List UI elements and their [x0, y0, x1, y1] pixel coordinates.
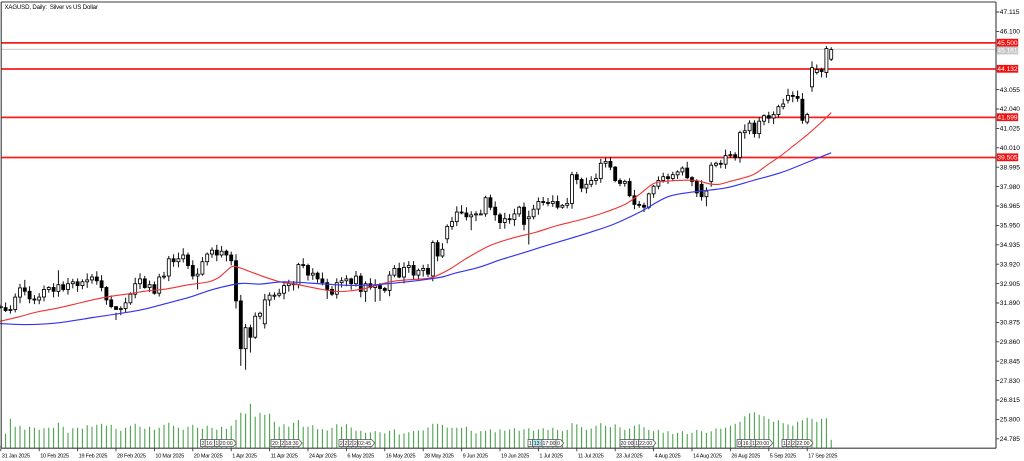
svg-text:14 Aug 2025: 14 Aug 2025	[693, 453, 722, 459]
svg-text:27.830: 27.830	[1000, 378, 1021, 385]
svg-text:20:: 20:	[272, 441, 279, 447]
svg-text:30.875: 30.875	[1000, 320, 1021, 327]
svg-text:2: 2	[201, 441, 204, 447]
svg-text:45.161: 45.161	[997, 48, 1018, 55]
svg-text:17 Sep 2025: 17 Sep 2025	[808, 453, 837, 459]
svg-text:2: 2	[349, 441, 352, 447]
svg-text:2: 2	[340, 441, 343, 447]
svg-text:16 May 2025: 16 May 2025	[386, 453, 416, 459]
svg-text:38.995: 38.995	[1000, 164, 1021, 171]
svg-text:0: 0	[738, 441, 741, 447]
svg-text:2: 2	[354, 441, 357, 447]
svg-text:28 Feb 2025: 28 Feb 2025	[117, 453, 146, 459]
svg-text:18:30: 18:30	[286, 441, 299, 447]
svg-text:33.920: 33.920	[1000, 261, 1021, 268]
svg-text:34.935: 34.935	[1000, 242, 1021, 249]
svg-text:16:: 16:	[743, 441, 750, 447]
svg-text:40.010: 40.010	[1000, 145, 1021, 152]
svg-text:1 Apr 2025: 1 Apr 2025	[232, 453, 257, 459]
svg-text:2: 2	[345, 441, 348, 447]
svg-text:36.965: 36.965	[1000, 203, 1021, 210]
svg-text:23 Jul 2025: 23 Jul 2025	[616, 453, 642, 459]
svg-text:5 Sep 2025: 5 Sep 2025	[770, 453, 796, 459]
svg-text:02:45: 02:45	[358, 441, 371, 447]
svg-text:25.800: 25.800	[1000, 417, 1021, 424]
svg-text:22:00: 22:00	[797, 441, 810, 447]
svg-text:28 May 2025: 28 May 2025	[424, 453, 454, 459]
svg-text:43.055: 43.055	[1000, 87, 1021, 94]
svg-text:XAGUSD, Daily: Silver vs US D: XAGUSD, Daily: Silver vs US Dollar	[5, 4, 98, 11]
svg-text:2: 2	[281, 441, 284, 447]
svg-text:0: 0	[557, 441, 560, 447]
svg-text:46.100: 46.100	[1000, 29, 1021, 36]
svg-text:42.040: 42.040	[1000, 106, 1021, 113]
svg-text:17:00: 17:00	[543, 441, 556, 447]
svg-text:26 Aug 2025: 26 Aug 2025	[731, 453, 760, 459]
svg-text:35.950: 35.950	[1000, 223, 1021, 230]
svg-text:22:00: 22:00	[639, 441, 652, 447]
svg-text:41.599: 41.599	[997, 114, 1018, 121]
svg-text:45.500: 45.500	[997, 40, 1018, 47]
svg-text:37.980: 37.980	[1000, 184, 1021, 191]
svg-text:24 Apr 2025: 24 Apr 2025	[309, 453, 337, 459]
svg-text:2: 2	[788, 441, 791, 447]
svg-text:6 May 2025: 6 May 2025	[347, 453, 374, 459]
svg-text:26.815: 26.815	[1000, 397, 1021, 404]
svg-text:19 Jun 2025: 19 Jun 2025	[501, 453, 529, 459]
svg-text:19 Feb 2025: 19 Feb 2025	[79, 453, 108, 459]
svg-text:4 Aug 2025: 4 Aug 2025	[655, 453, 681, 459]
svg-text:32.905: 32.905	[1000, 281, 1021, 288]
svg-text:11 Apr 2025: 11 Apr 2025	[271, 453, 298, 459]
svg-text:11 Jul 2025: 11 Jul 2025	[578, 453, 604, 459]
svg-text:39.505: 39.505	[997, 155, 1018, 162]
svg-text:10 Feb 2025: 10 Feb 2025	[40, 453, 69, 459]
svg-text:20:00: 20:00	[756, 441, 769, 447]
svg-text:1: 1	[752, 441, 755, 447]
svg-text:13:: 13:	[534, 441, 541, 447]
svg-text:2: 2	[792, 441, 795, 447]
svg-text:10 Mar 2025: 10 Mar 2025	[155, 453, 184, 459]
svg-text:28.845: 28.845	[1000, 358, 1021, 365]
svg-text:31.890: 31.890	[1000, 300, 1021, 307]
svg-text:41.025: 41.025	[1000, 126, 1021, 133]
svg-text:1 Jul 2025: 1 Jul 2025	[539, 453, 563, 459]
svg-text:1: 1	[635, 441, 638, 447]
svg-text:29.860: 29.860	[1000, 339, 1021, 346]
svg-text:1: 1	[529, 441, 532, 447]
svg-text:20:00: 20:00	[220, 441, 233, 447]
svg-text:16:: 16:	[206, 441, 213, 447]
svg-text:31 Jan 2025: 31 Jan 2025	[2, 453, 30, 459]
svg-text:1: 1	[783, 441, 786, 447]
svg-text:9 Jun 2025: 9 Jun 2025	[463, 453, 488, 459]
svg-text:20:00: 20:00	[621, 441, 634, 447]
svg-text:20 Mar 2025: 20 Mar 2025	[194, 453, 223, 459]
svg-text:24.785: 24.785	[1000, 436, 1021, 443]
svg-text:1: 1	[215, 441, 218, 447]
svg-text:47.115: 47.115	[1000, 9, 1020, 16]
svg-text:44.132: 44.132	[997, 66, 1018, 73]
